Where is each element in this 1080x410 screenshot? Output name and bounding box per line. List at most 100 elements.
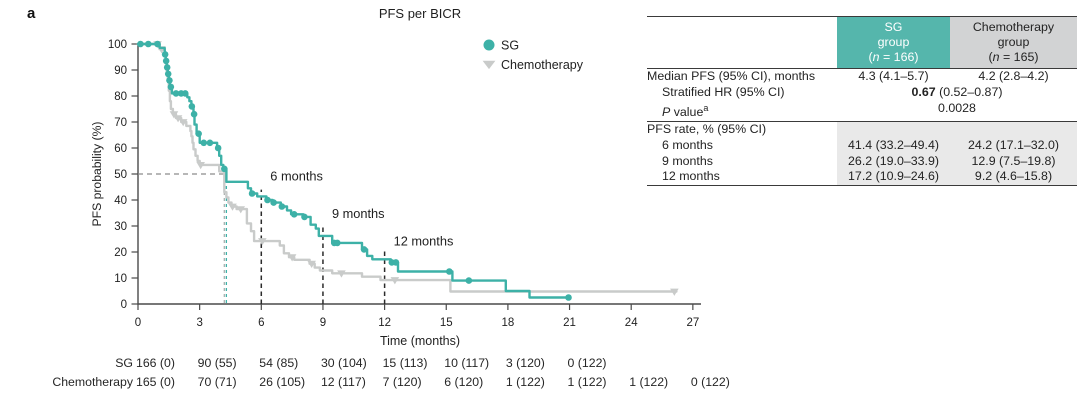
km-chart: PFS per BICR PFS probability (%) Time (m… xyxy=(90,6,701,348)
risk-value: 0 (122) xyxy=(690,375,730,389)
chemotherapy-curve xyxy=(136,42,678,293)
y-tick-label: 100 xyxy=(108,39,127,51)
stats-row-grid: 12 months 17.2 (10.9–24.6) 9.2 (4.6–15.8) xyxy=(647,169,1077,186)
stats-row-grid: PFS rate, % (95% CI) xyxy=(647,121,1077,138)
x-tick-label: 27 xyxy=(686,317,699,329)
x-tick-label: 9 xyxy=(320,317,326,329)
stats-row-label: P valuea xyxy=(647,101,837,121)
stats-row-label: 12 months xyxy=(662,169,720,184)
risk-value: 166 (0) xyxy=(136,356,175,370)
risk-row-label: Chemotherapy xyxy=(52,375,133,389)
hr-value-part: 0.67 xyxy=(911,85,936,100)
censor-triangle xyxy=(236,206,246,214)
censor-circle xyxy=(392,259,400,266)
censor-circle xyxy=(264,196,271,204)
stats-row: PFS rate, % (95% CI) xyxy=(647,121,1077,138)
censor-triangle xyxy=(307,260,316,268)
stats-row: Median PFS (95% CI), months 4.3 (4.1–5.7)… xyxy=(647,69,1077,85)
censor-triangle xyxy=(670,288,679,296)
stats-value-pvalue: 0.0028 xyxy=(938,100,976,115)
censor-circle xyxy=(290,211,298,218)
km-plot-area: 0 10 20 30 40 50 60 70 80 90 100 0 3 6 9 12 15 18 21 24 27 6 … xyxy=(108,39,701,329)
risk-value: 54 (85) xyxy=(259,356,299,370)
legend-label: SG xyxy=(501,38,519,52)
censor-circle xyxy=(301,213,308,221)
x-axis-title: Time (months) xyxy=(380,334,460,348)
censor-circle xyxy=(188,103,196,110)
stats-header: SG group (n = 166) Chemotherapy group (n = 16… xyxy=(647,17,1077,70)
censor-circle xyxy=(172,90,180,97)
group-n-line: (n = 166) xyxy=(839,50,948,65)
stats-value-sg: 41.4 (33.2–49.4) xyxy=(837,137,950,154)
x-tick-label: 12 xyxy=(378,317,391,329)
legend-label: Chemotherapy xyxy=(501,58,584,72)
censor-circle xyxy=(360,246,368,253)
stats-header-spacer xyxy=(647,17,837,68)
censor-circle xyxy=(154,40,161,48)
chemotherapy-censor-marks xyxy=(153,41,679,296)
censor-circle xyxy=(200,139,208,147)
stats-value-sg: 4.3 (4.1–5.7) xyxy=(858,69,929,84)
stats-header-sg: SG group (n = 166) xyxy=(837,17,950,69)
x-tick-label: 15 xyxy=(440,317,453,329)
censor-circle xyxy=(195,130,202,137)
stats-row-label: 6 months xyxy=(662,137,713,152)
censor-circle xyxy=(206,139,214,147)
censor-circle xyxy=(137,40,144,48)
stats-header-chemotherapy: Chemotherapy group (n = 165) xyxy=(950,17,1077,69)
legend-chemotherapy-marker-icon xyxy=(482,60,496,70)
stats-row-label: Stratified HR (95% CI) xyxy=(662,85,785,100)
summary-stats-table: SG group (n = 166) Chemotherapy group (n = 16… xyxy=(647,16,1077,187)
censor-circle xyxy=(221,165,228,173)
y-tick-label: 90 xyxy=(114,65,127,77)
group-name-line1: SG xyxy=(884,20,903,34)
censor-triangle xyxy=(258,238,267,246)
stats-row-grid: Median PFS (95% CI), months 4.3 (4.1–5.7)… xyxy=(647,69,1077,85)
censor-circle xyxy=(166,77,173,84)
stats-value-sg: 26.2 (19.0–33.9) xyxy=(837,153,950,170)
group-name-line2: group xyxy=(877,34,910,49)
censor-circle xyxy=(144,40,152,48)
censor-circle xyxy=(163,64,171,71)
group-n-part: n xyxy=(872,49,880,64)
x-tick-label: 21 xyxy=(563,317,576,329)
censor-triangle xyxy=(337,270,346,278)
x-tick-label: 24 xyxy=(625,317,638,329)
timepoint-label: 12 months xyxy=(394,234,454,249)
censor-circle xyxy=(270,199,277,206)
group-n-part: = 166) xyxy=(879,49,919,64)
risk-value: 90 (55) xyxy=(197,356,237,370)
group-n-part: ( xyxy=(868,49,873,64)
group-name-line2: group xyxy=(997,34,1030,49)
number-at-risk-table: SG 166 (0) 90 (55) 54 (85) 30 (104) 15 (113) 1… xyxy=(0,352,760,408)
risk-value: 30 (104) xyxy=(320,356,367,370)
y-tick-label: 50 xyxy=(114,169,127,181)
y-tick-label: 60 xyxy=(114,143,127,155)
x-tick-label: 6 xyxy=(258,317,264,329)
stats-row-label: Median PFS (95% CI), months xyxy=(647,69,816,84)
chart-title: PFS per BICR xyxy=(379,6,461,21)
censor-triangle xyxy=(169,111,179,119)
x-tick-label: 18 xyxy=(502,317,515,329)
risk-value: 3 (120) xyxy=(505,356,545,370)
censor-circle xyxy=(167,83,175,91)
risk-value: 1 (122) xyxy=(567,375,607,389)
risk-value: 0 (122) xyxy=(567,356,607,370)
timepoint-label: 6 months xyxy=(270,169,323,184)
censor-triangle xyxy=(228,203,237,211)
stats-value-chemotherapy: 24.2 (17.1–32.0) xyxy=(950,137,1077,154)
stats-row-grid: Stratified HR (95% CI) 0.67 (0.52–0.87) xyxy=(647,85,1077,101)
x-tick-label: 3 xyxy=(196,317,202,329)
y-tick-label: 30 xyxy=(114,221,127,233)
panel-label: a xyxy=(27,5,36,22)
censor-circle xyxy=(278,203,286,210)
risk-value: 7 (120) xyxy=(382,375,422,389)
censor-circle xyxy=(446,268,453,275)
risk-value: 6 (120) xyxy=(444,375,484,389)
group-n-part: n xyxy=(992,49,1000,64)
censor-circle xyxy=(162,57,170,65)
risk-value: 1 (122) xyxy=(505,375,545,389)
censor-triangle xyxy=(173,115,183,123)
stats-row-label: PFS rate, % (95% CI) xyxy=(647,121,767,136)
